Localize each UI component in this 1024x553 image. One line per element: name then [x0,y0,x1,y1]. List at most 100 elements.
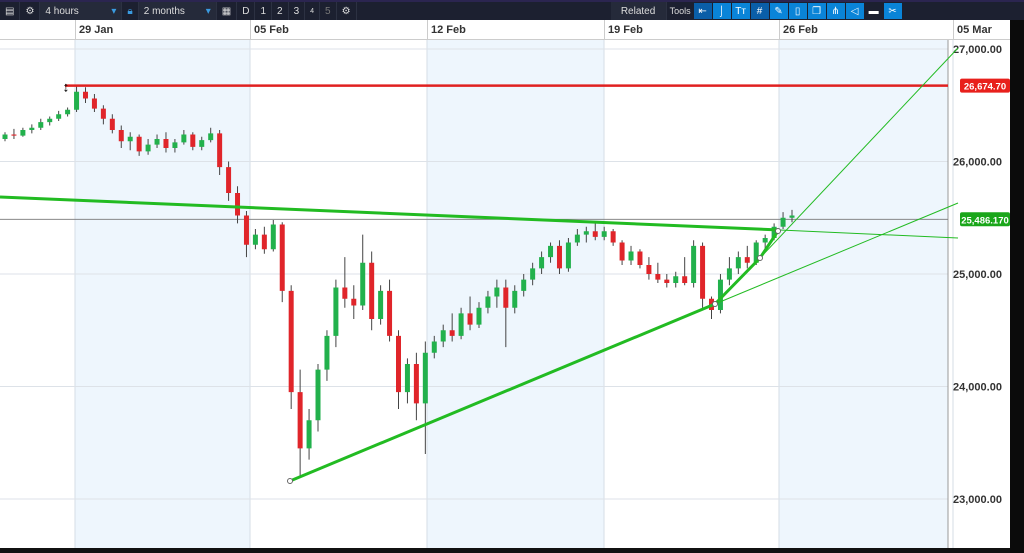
y-tick-label: 23,000.00 [953,494,1002,506]
period-button-1[interactable]: 1 [255,2,272,20]
candle [413,352,419,421]
candle-body [297,392,303,449]
level-price-badge: 26,674.70 [960,78,1010,93]
candle [11,128,17,139]
fork-icon[interactable]: ⋔ [826,3,845,19]
x-tick-label: 29 Jan [79,24,114,36]
chevron-down-icon: ▾ [111,5,117,17]
curve-icon[interactable]: ⌡ [712,3,731,19]
related-button[interactable]: Related [610,2,667,20]
candle [145,139,151,155]
week-band [75,40,250,548]
candle-body [306,420,312,449]
candle [396,330,401,409]
candle-body [324,335,330,370]
candle-body [744,257,750,263]
candle [235,186,241,224]
candle-body [109,118,115,130]
candle-body [691,245,697,283]
period-button-d[interactable]: D [237,2,256,20]
candle [270,220,276,252]
candle [539,251,545,274]
candle [20,127,26,137]
price-chart[interactable]: 27,000.00 26,000.00 25,000.00 24,000.00 23,0… [0,40,1010,548]
candle-body [521,279,527,291]
x-tick-line [427,20,428,40]
candle-body [252,234,258,245]
x-tick-line [604,20,605,40]
period-button-3[interactable]: 3 [289,2,306,20]
settings-tools-icon[interactable]: ✂ [883,3,902,19]
y-tick-label: 25,000.00 [953,269,1002,281]
candle [243,211,249,258]
pen-icon[interactable]: ✎ [769,3,788,19]
candle-body [190,134,196,147]
candle [29,124,35,134]
candle-body [100,108,106,119]
candle [628,245,634,265]
short-extension [759,47,959,259]
price-axis [948,40,1010,548]
candle [74,85,80,112]
candle [735,251,741,274]
lock-icon[interactable]: 🔒︎ [122,2,139,20]
candle-body [154,139,160,145]
candle-body [404,364,410,393]
candle-icon[interactable]: ▯ [788,3,807,19]
calendar-icon[interactable]: ▦ [217,2,238,20]
candle [190,132,196,151]
candle-body [172,142,178,148]
period-button-2[interactable]: 2 [272,2,289,20]
candle [521,274,527,297]
candle-body [270,224,276,250]
period-button-5[interactable]: 5 [320,2,337,20]
interval-select[interactable]: 4 hours ▾ [40,2,123,20]
resistance-extension [779,229,959,239]
period-button-4[interactable]: 4 [305,2,321,20]
candle-body [360,262,366,306]
resize-handle-icon: ↕ [63,79,70,95]
last-price-badge-bg [960,212,1010,227]
settings-icon[interactable]: ⚙ [337,2,357,20]
candle [619,240,625,265]
candle-body [342,287,348,299]
list-icon[interactable]: ▤ [0,2,21,20]
candle [91,94,97,112]
print-icon[interactable]: ▬ [864,3,883,19]
chart-svg[interactable]: 27,000.00 26,000.00 25,000.00 24,000.00 23,0… [0,40,1010,548]
range-select[interactable]: 2 months ▾ [138,2,217,20]
arrow-left-icon[interactable]: ⇤ [693,3,712,19]
candle-body [29,127,35,130]
x-tick-line [250,20,251,40]
x-tick-label: 05 Feb [254,24,289,36]
candle-body [601,231,607,237]
candle-body [494,287,500,297]
gear-icon[interactable]: ⚙ [20,2,41,20]
candle [65,107,71,117]
candle-body [440,330,446,342]
candle-body [11,134,17,136]
candle [226,161,232,201]
text-icon[interactable]: Tт [731,3,750,19]
candle-body [673,276,679,283]
level-price-badge-text: 26,674.70 [964,82,1006,93]
candle-body [369,262,375,319]
candle [217,130,223,175]
candle [691,240,697,288]
candle-body [243,215,249,245]
candle-body [700,245,706,299]
grid-icon[interactable]: # [750,3,769,19]
candle-body [467,313,473,325]
label-icon[interactable]: ◁ [845,3,864,19]
copy-icon[interactable]: ❐ [807,3,826,19]
candle-body [288,290,294,393]
candle-body [485,296,491,308]
candle-body [574,234,580,243]
candle-body [637,251,643,265]
candle [2,132,8,142]
candle-body [789,215,795,218]
right-border [1010,20,1024,553]
candle-body [315,369,321,421]
candle-body [655,274,661,280]
candle [458,307,464,340]
